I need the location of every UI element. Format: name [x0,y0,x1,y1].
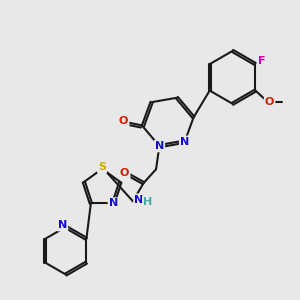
Text: N: N [134,195,143,205]
Text: N: N [180,137,189,147]
Text: H: H [143,197,152,207]
Text: S: S [98,162,106,172]
Text: N: N [109,199,118,208]
Text: O: O [265,97,274,107]
Text: O: O [120,168,129,178]
Text: O: O [119,116,128,126]
Text: N: N [155,141,164,151]
Text: N: N [58,220,67,230]
Text: F: F [258,56,265,66]
